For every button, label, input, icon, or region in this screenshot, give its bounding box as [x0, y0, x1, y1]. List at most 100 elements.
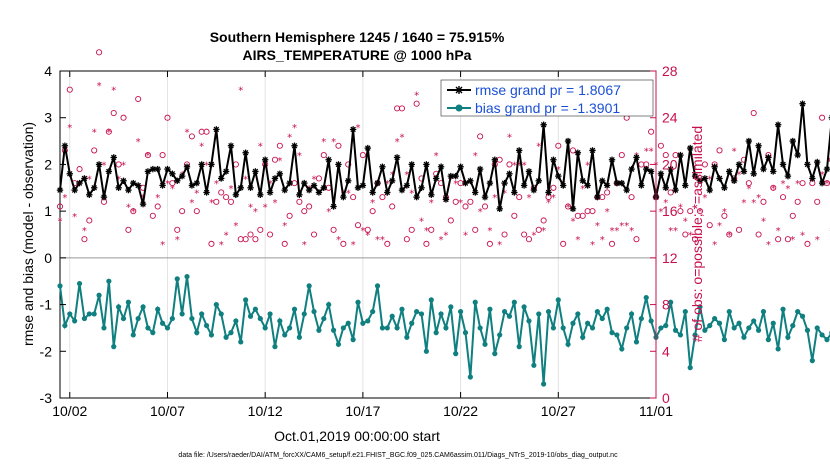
bias-point: [589, 325, 596, 331]
bias-point: [360, 320, 366, 326]
rmse-point: [418, 184, 425, 191]
y-tick-label: -1: [40, 297, 53, 313]
assimilated-obs-marker: *: [302, 240, 307, 251]
possible-obs-marker: [750, 109, 757, 117]
possible-obs-marker: [696, 208, 704, 215]
rmse-point: [750, 170, 757, 177]
assimilated-obs-marker: *: [580, 184, 585, 195]
bias-point: [614, 332, 620, 338]
rmse-point: [686, 144, 694, 152]
possible-obs-marker: [447, 217, 454, 224]
rmse-point: [530, 186, 538, 194]
bias-point: [697, 304, 703, 310]
rmse-point: [799, 100, 806, 107]
bias-point: [340, 325, 346, 331]
assimilated-obs-marker: *: [116, 174, 121, 185]
possible-obs-marker: [755, 231, 762, 238]
rmse-point: [432, 175, 440, 182]
possible-obs-marker: [560, 240, 567, 247]
assimilated-obs-marker: *: [92, 128, 97, 139]
bias-point: [765, 337, 771, 343]
bias-point: [575, 311, 581, 317]
bias-point: [159, 320, 166, 326]
bias-point: [790, 322, 796, 329]
rmse-point: [369, 189, 376, 196]
possible-obs-marker: [779, 194, 787, 201]
bias-point: [746, 325, 752, 331]
assimilated-obs-marker: *: [233, 221, 238, 232]
possible-obs-marker: [149, 212, 156, 219]
assimilated-obs-marker: *: [683, 216, 688, 227]
bias-point: [497, 332, 503, 338]
legend-rmse-label: rmse grand pr = 1.8067: [475, 82, 621, 98]
possible-obs-marker: [565, 203, 572, 210]
assimilated-obs-marker: *: [453, 179, 458, 190]
assimilated-obs-marker: *: [531, 231, 536, 242]
assimilated-obs-marker: *: [737, 170, 742, 181]
bias-point: [467, 374, 473, 380]
bias-point: [453, 351, 459, 357]
rmse-point: [428, 191, 435, 198]
rmse-point: [154, 165, 161, 173]
assimilated-obs-marker: *: [610, 226, 615, 237]
bias-point: [707, 322, 713, 329]
bias-point: [399, 306, 405, 312]
bias-point: [355, 299, 361, 305]
bias-point: [731, 325, 737, 331]
assimilated-obs-marker: *: [224, 231, 229, 242]
possible-obs-marker: [804, 240, 811, 247]
possible-obs-marker: [369, 208, 376, 215]
possible-obs-marker: [521, 231, 528, 238]
rmse-point: [540, 121, 547, 128]
possible-obs-marker: [477, 133, 484, 140]
possible-obs-marker: [169, 180, 176, 187]
bias-point: [169, 315, 175, 322]
bias-point: [150, 330, 156, 336]
assimilated-obs-marker: *: [263, 202, 268, 213]
assimilated-obs-marker: *: [228, 184, 233, 195]
bias-point: [633, 339, 640, 345]
y-axis-label: rmse and bias (model - observation): [20, 122, 36, 346]
assimilated-obs-marker: *: [732, 146, 737, 157]
rmse-point: [613, 179, 621, 187]
y2-tick-label: 24: [662, 110, 678, 126]
assimilated-obs-marker: *: [766, 240, 771, 251]
rmse-point: [525, 168, 533, 175]
assimilated-obs-marker: *: [673, 226, 678, 237]
y2-tick-label: 4: [662, 343, 670, 359]
possible-obs-marker: [408, 226, 415, 233]
rmse-point: [174, 177, 181, 184]
possible-obs-marker: [56, 203, 64, 210]
assimilated-obs-marker: *: [702, 193, 707, 204]
assimilated-obs-marker: *: [776, 226, 781, 237]
plot-area: [59, 70, 657, 399]
y2-tick-label: 8: [662, 297, 670, 313]
rmse-point: [696, 177, 704, 184]
assimilated-obs-marker: *: [517, 160, 522, 171]
possible-obs-marker: [525, 236, 533, 243]
possible-obs-marker: [144, 152, 151, 159]
rmse-point: [726, 168, 733, 175]
assimilated-obs-marker: *: [72, 212, 77, 223]
possible-obs-marker: [379, 194, 386, 201]
assimilated-obs-marker: *: [243, 174, 248, 185]
possible-obs-marker: [472, 226, 479, 233]
bias-point: [443, 325, 449, 331]
assimilated-obs-marker: *: [409, 188, 414, 199]
bias-point: [716, 320, 723, 326]
legend-bias-label: bias grand pr = -1.3901: [475, 100, 620, 116]
bias-point: [726, 308, 732, 315]
possible-obs-marker: [130, 208, 137, 215]
assimilated-obs-marker: *: [399, 132, 404, 143]
assimilated-obs-marker: *: [824, 179, 829, 190]
bias-point: [208, 332, 215, 338]
rmse-point: [486, 179, 494, 187]
possible-obs-marker: [276, 142, 283, 149]
rmse-point: [716, 175, 723, 182]
possible-obs-marker: [789, 212, 796, 219]
rmse-point: [623, 186, 630, 194]
assimilated-obs-marker: *: [136, 137, 141, 148]
assimilated-obs-marker: *: [67, 123, 72, 134]
assimilated-obs-marker: *: [346, 188, 351, 199]
possible-obs-marker: [213, 198, 220, 205]
